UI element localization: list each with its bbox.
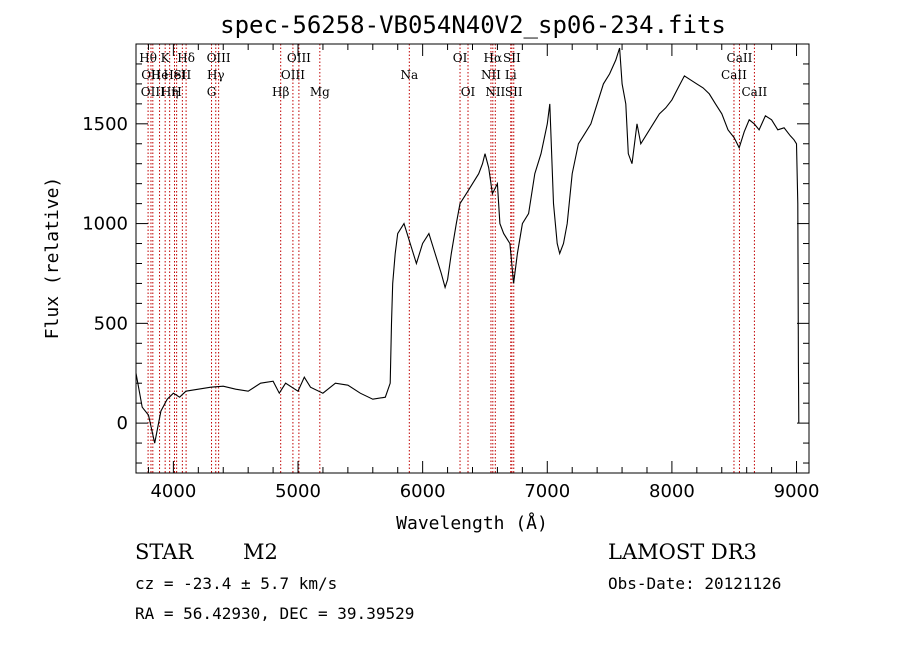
spectral-line-label: Hα [484,51,503,65]
x-axis-ticks: 4000 5000 6000 7000 8000 9000 [147,44,820,502]
x-tick-label: 9000 [774,481,820,502]
spectrum-line [135,47,800,444]
spectral-line-label: Li [505,68,517,82]
spectral-line-label: CaII [721,68,747,82]
spectral-line-label: Na [400,68,418,82]
coordinates-readout: RA = 56.42930, DEC = 39.39529 [135,604,415,623]
spectral-line-label: SII [505,85,523,99]
obs-date: Obs-Date: 20121126 [608,574,782,593]
spectral-line-label: Mg [310,85,330,99]
object-subclass: M2 [243,540,278,564]
y-axis-ticks: 0 500 1000 1500 [82,43,809,464]
object-class: STAR [135,540,194,564]
redshift-readout: cz = -23.4 ± 5.7 km/s [135,574,338,593]
chart-title: spec-56258-VB054N40V2_sp06-234.fits [220,11,726,39]
x-tick-label: 6000 [400,481,446,502]
y-axis-label: Flux (relative) [42,177,63,340]
spectral-line-label: HeI [163,68,186,82]
spectral-line-label: SII [174,68,192,82]
spectral-line-label: OIII [281,68,305,82]
spectral-line-label: CaII [741,85,767,99]
x-tick-label: 7000 [524,481,570,502]
spectral-line-label: OI [453,51,468,65]
x-tick-label: 8000 [649,481,695,502]
spectral-line-labels: Hθ OII OIII He K Hη HeI H SII Hδ G Hγ OIII Hβ OIII OIII… [139,51,767,99]
spectral-line-label: OIII [207,51,231,65]
spectral-line-label: OI [461,85,476,99]
y-tick-label: 0 [117,413,128,434]
spectral-line-label: NII [485,85,505,99]
spectral-line-label: OIII [141,85,165,99]
spectral-line-label: OIII [287,51,311,65]
x-tick-label: 4000 [150,481,196,502]
spectral-line-label: CaII [727,51,753,65]
spectral-line-markers [147,44,755,473]
y-tick-label: 1000 [82,214,128,235]
spectral-line-label: Hθ [139,51,157,65]
survey-name: LAMOST DR3 [608,540,757,564]
y-tick-label: 500 [94,313,128,334]
spectral-line-label: NII [481,68,501,82]
spectral-line-label: K [161,51,171,65]
x-axis-label: Wavelength (Å) [396,512,548,534]
spectral-line-label: G [207,85,217,99]
spectral-line-label: H [171,85,181,99]
spectral-line-label: Hγ [207,68,225,82]
plot-frame [135,43,810,474]
y-tick-label: 1500 [82,114,128,135]
spectral-line-label: Hη [161,85,179,99]
spectral-line-label: OII [141,68,161,82]
x-tick-label: 5000 [275,481,321,502]
spectral-line-label: SII [503,51,521,65]
spectral-line-label: He [151,68,169,82]
spectral-line-label: Hβ [272,85,289,99]
spectral-line-label: Hδ [177,51,195,65]
